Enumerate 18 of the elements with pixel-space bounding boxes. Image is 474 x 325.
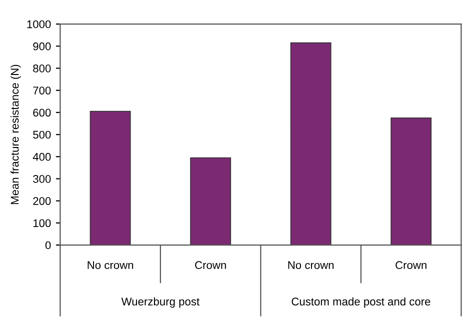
y-tick-label: 500	[33, 130, 51, 139]
y-tick-label: 1000	[27, 20, 51, 28]
y-tick-label: 100	[33, 219, 51, 228]
y-tick-label: 800	[33, 64, 51, 72]
x-tick-label: Crown	[195, 261, 226, 270]
x-tick-label: No crown	[288, 261, 334, 270]
y-tick-label: 0	[45, 241, 51, 250]
y-tick-label: 900	[33, 42, 51, 50]
text: Wuerzburg post	[121, 297, 200, 308]
text: Custom made post and core	[292, 297, 430, 308]
y-tick-label: 700	[33, 86, 51, 94]
y-tick-label: 400	[32, 152, 51, 161]
x-tick-label: Crown	[396, 261, 426, 270]
x-tick-label: No crown	[88, 261, 134, 270]
y-tick-label: 600	[33, 108, 51, 117]
y-tick-label: 200	[33, 197, 51, 205]
y-axis-title: Mean fracture resistance (N)	[10, 64, 21, 204]
y-tick-label: 300	[33, 175, 51, 183]
